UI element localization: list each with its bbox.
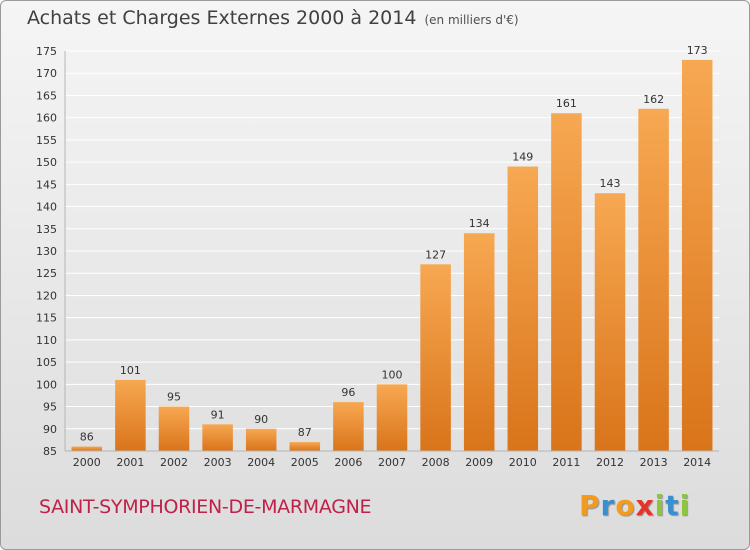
proxiti-letter: o (615, 489, 636, 522)
commune-name: SAINT-SYMPHORIEN-DE-MARMAGNE (39, 496, 372, 518)
data-label-2012: 143 (600, 177, 621, 190)
y-tick-label: 85 (43, 445, 57, 458)
y-tick-label: 135 (36, 223, 57, 236)
data-label-2005: 87 (298, 426, 312, 439)
proxiti-letter: i (654, 489, 666, 522)
data-label-2009: 134 (469, 217, 490, 230)
data-label-2008: 127 (425, 248, 446, 261)
proxiti-letter: t (665, 489, 680, 522)
proxiti-letter: r (600, 489, 616, 522)
x-tick-label: 2009 (465, 456, 493, 469)
y-tick-label: 145 (36, 178, 57, 191)
y-tick-label: 110 (36, 334, 57, 347)
data-label-2003: 91 (211, 408, 225, 421)
data-label-2010: 149 (512, 151, 533, 164)
proxiti-logo-text: Proxiti (579, 489, 691, 522)
data-label-2004: 90 (254, 413, 268, 426)
bar-2003 (202, 424, 233, 451)
chart-title-text: Achats et Charges Externes 2000 à 2014 (27, 7, 417, 29)
x-tick-label: 2001 (116, 456, 144, 469)
x-axis: 2000 2001 2002 2003 2004 2005 2006 2007 2008 2009… (65, 450, 719, 469)
data-label-2011: 161 (556, 97, 577, 110)
chart-title: Achats et Charges Externes 2000 à 2014 (e… (27, 7, 519, 29)
y-tick-label: 95 (43, 401, 57, 414)
y-tick-label: 130 (36, 245, 57, 258)
y-tick-label: 105 (36, 356, 57, 369)
bar-2000 (71, 446, 103, 451)
bar-2001 (115, 379, 146, 451)
x-tick-label: 2012 (596, 456, 624, 469)
y-tick-label: 170 (36, 67, 57, 80)
y-tick-label: 90 (43, 423, 57, 436)
y-tick-label: 120 (36, 289, 57, 302)
x-tick-label: 2005 (291, 456, 319, 469)
y-axis: 85 90 95 100 105 110 115 120 125 130 135 140 145 150 1… (36, 45, 66, 458)
y-tick-label: 160 (36, 112, 57, 125)
proxiti-letter: x (635, 489, 655, 522)
x-tick-label: 2006 (334, 456, 362, 469)
y-tick-label: 125 (36, 267, 57, 280)
x-tick-label: 2010 (509, 456, 537, 469)
x-tick-label: 2007 (378, 456, 406, 469)
bar-2011 (551, 113, 582, 451)
bar-2002 (158, 406, 190, 451)
bar-2013 (638, 108, 669, 452)
x-tick-label: 2002 (160, 456, 188, 469)
y-tick-label: 140 (36, 201, 57, 214)
y-tick-label: 150 (36, 156, 57, 169)
data-label-2000: 86 (80, 431, 94, 444)
y-tick-label: 115 (36, 312, 57, 325)
x-tick-label: 2013 (640, 456, 668, 469)
data-label-2002: 95 (167, 391, 181, 404)
y-tick-label: 155 (36, 134, 57, 147)
bar-2004 (245, 428, 277, 451)
x-tick-label: 2000 (73, 456, 101, 469)
y-tick-label: 100 (36, 378, 57, 391)
data-label-2007: 100 (382, 368, 403, 381)
data-label-2006: 96 (341, 386, 355, 399)
bar-2007 (376, 384, 408, 451)
y-tick-label: 175 (36, 45, 57, 58)
data-label-2013: 162 (643, 93, 664, 106)
bar-2009 (463, 233, 495, 451)
bars: 86 101 95 91 90 87 96 100 127 134 149 161 143 162 173 (71, 44, 713, 452)
bar-2006 (333, 402, 364, 451)
x-tick-label: 2008 (422, 456, 450, 469)
bar-2008 (420, 264, 451, 451)
x-tick-label: 2014 (683, 456, 711, 469)
proxiti-letter: P (579, 489, 601, 522)
bar-2012 (594, 193, 626, 451)
x-tick-label: 2004 (247, 456, 275, 469)
bar-2010 (507, 166, 539, 452)
x-tick-label: 2011 (552, 456, 580, 469)
data-label-2014: 173 (687, 44, 708, 57)
data-label-2001: 101 (120, 364, 141, 377)
bar-2005 (289, 442, 321, 451)
proxiti-logo[interactable]: Proxiti (579, 489, 691, 525)
y-tick-label: 165 (36, 89, 57, 102)
chart-unit: (en milliers d'€) (424, 13, 519, 27)
x-tick-label: 2003 (204, 456, 232, 469)
proxiti-letter: i (679, 489, 691, 522)
bar-2014 (681, 59, 713, 452)
